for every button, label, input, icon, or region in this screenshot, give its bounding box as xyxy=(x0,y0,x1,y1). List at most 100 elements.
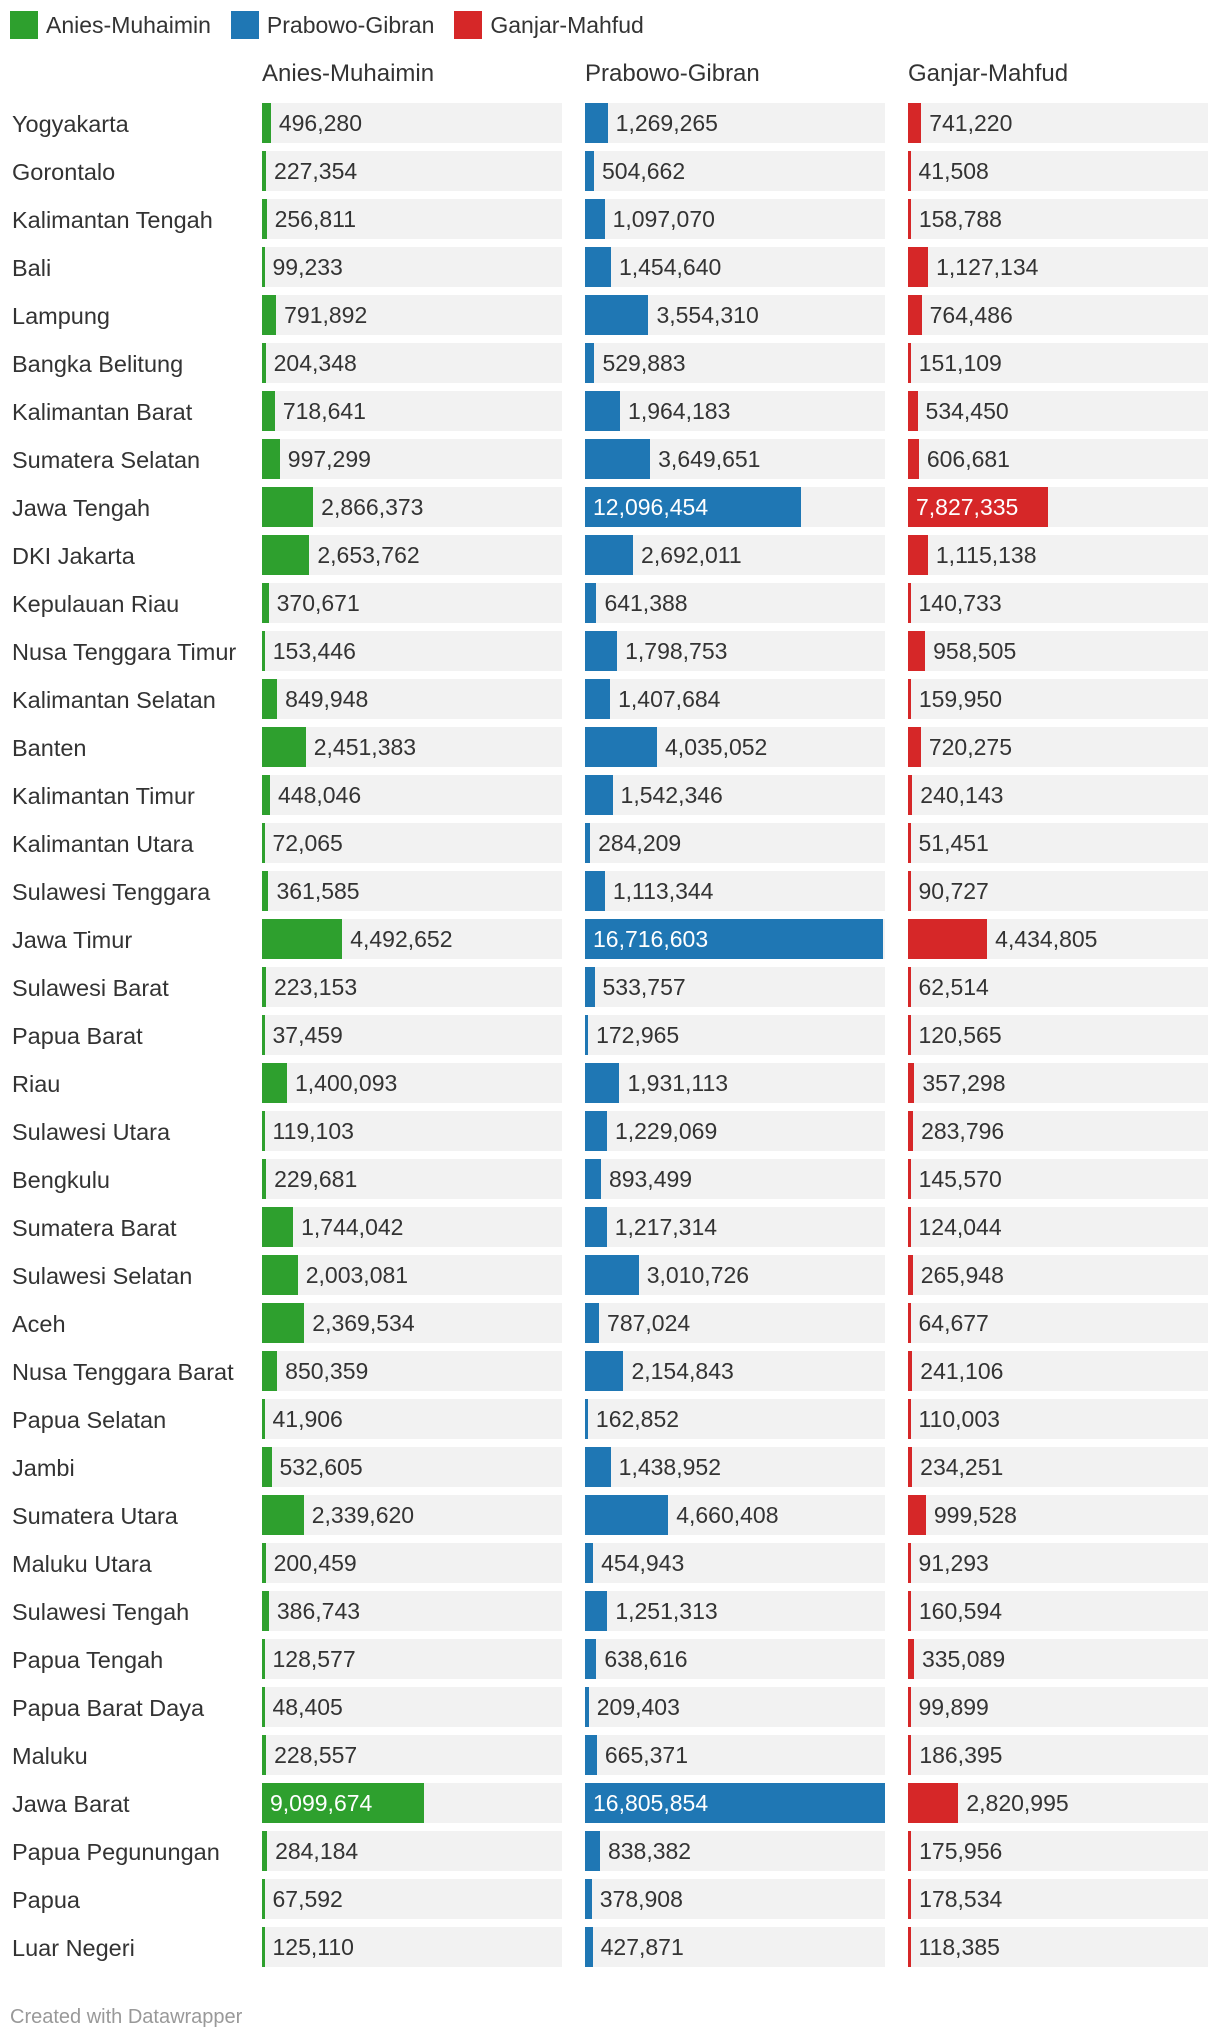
bar xyxy=(585,727,658,767)
region-label: Lampung xyxy=(12,303,110,329)
value-label: 850,359 xyxy=(285,1358,369,1384)
bar xyxy=(585,199,605,239)
bar-cell: 72,065 xyxy=(262,823,562,863)
bar-cell: 361,585 xyxy=(262,871,562,911)
region-label: Gorontalo xyxy=(12,159,116,185)
bar xyxy=(262,1783,425,1823)
bar-cell: 1,438,952 xyxy=(585,1447,885,1487)
bar xyxy=(262,1159,267,1199)
bar-cell: 1,407,684 xyxy=(585,679,885,719)
value-label: 1,229,069 xyxy=(614,1118,718,1144)
bar-cell: 787,024 xyxy=(585,1303,885,1343)
bar xyxy=(262,295,277,335)
bar-cell: 284,209 xyxy=(585,823,885,863)
bar-cell: 265,948 xyxy=(908,1255,1208,1295)
bar-cell: 958,505 xyxy=(908,631,1208,671)
bar-cell: 1,798,753 xyxy=(585,631,885,671)
bar-cell: 2,154,843 xyxy=(585,1351,885,1391)
bar xyxy=(585,151,594,191)
bar-cell: 1,115,138 xyxy=(908,535,1208,575)
bar xyxy=(908,1351,913,1391)
value-label: 606,681 xyxy=(926,446,1010,472)
region-label: Sulawesi Tengah xyxy=(12,1599,190,1625)
value-label: 1,113,344 xyxy=(612,878,714,904)
bar xyxy=(262,1831,268,1871)
bar-cell: 3,554,310 xyxy=(585,295,885,335)
bar-cell: 128,577 xyxy=(262,1639,562,1679)
bar xyxy=(585,1111,607,1151)
bar xyxy=(262,199,267,239)
bar xyxy=(585,631,618,671)
bar-cell: 893,499 xyxy=(585,1159,885,1199)
footer-credit: Created with Datawrapper xyxy=(10,2006,243,2028)
value-label: 791,892 xyxy=(284,302,368,328)
bar-cell: 175,956 xyxy=(908,1831,1208,1871)
bar-cell: 200,459 xyxy=(262,1543,562,1583)
bar xyxy=(262,343,266,383)
value-label: 4,660,408 xyxy=(676,1502,779,1528)
bar-cell: 256,811 xyxy=(262,199,562,239)
value-label: 140,733 xyxy=(918,590,1002,616)
column-header: Prabowo-Gibran xyxy=(585,60,760,87)
bar xyxy=(908,727,921,767)
table-row: Banten 2,451,383 4,035,052 720,275 xyxy=(0,724,1220,772)
value-label: 124,044 xyxy=(918,1214,1002,1240)
bar-cell: 2,866,373 xyxy=(262,487,562,527)
value-label: 1,798,753 xyxy=(625,638,728,664)
bar xyxy=(585,1015,589,1055)
table-row: Jawa Timur 4,492,652 16,716,603 4,434,805 xyxy=(0,916,1220,964)
value-label: 1,217,314 xyxy=(614,1214,718,1240)
bar-cell: 2,451,383 xyxy=(262,727,562,767)
value-label: 175,956 xyxy=(919,1838,1003,1864)
value-label: 110,003 xyxy=(918,1406,1000,1432)
bar xyxy=(262,583,269,623)
bar xyxy=(262,1015,265,1055)
value-label: 241,106 xyxy=(920,1358,1004,1384)
value-label: 91,293 xyxy=(918,1550,989,1576)
value-label: 228,557 xyxy=(274,1742,358,1768)
bar-cell: 1,400,093 xyxy=(262,1063,562,1103)
bar-cell: 234,251 xyxy=(908,1447,1208,1487)
bar xyxy=(262,151,267,191)
value-label: 496,280 xyxy=(278,110,362,136)
value-label: 16,805,854 xyxy=(593,1790,709,1816)
table-row: Nusa Tenggara Timur 153,446 1,798,753 958,5… xyxy=(0,628,1220,676)
bar xyxy=(908,103,922,143)
value-label: 4,035,052 xyxy=(665,734,768,760)
bar-cell: 1,542,346 xyxy=(585,775,885,815)
region-label: Jambi xyxy=(12,1455,75,1481)
value-label: 997,299 xyxy=(287,446,371,472)
bar xyxy=(908,1111,914,1151)
bar-cell: 124,044 xyxy=(908,1207,1208,1247)
bar-cell: 178,534 xyxy=(908,1879,1208,1919)
value-label: 128,577 xyxy=(272,1646,356,1672)
bar xyxy=(908,1879,912,1919)
value-label: 119,103 xyxy=(272,1118,354,1144)
bar-cell: 606,681 xyxy=(908,439,1208,479)
bar xyxy=(908,967,911,1007)
value-label: 378,908 xyxy=(599,1886,683,1912)
value-label: 162,852 xyxy=(595,1406,680,1432)
table-row: Sulawesi Barat 223,153 533,757 62,514 xyxy=(0,964,1220,1012)
region-label: Jawa Barat xyxy=(12,1791,130,1817)
table-row: Nusa Tenggara Barat 850,359 2,154,843 241,1… xyxy=(0,1348,1220,1396)
value-label: 448,046 xyxy=(277,782,362,808)
bar-cell: 4,035,052 xyxy=(585,727,885,767)
bar xyxy=(585,1399,588,1439)
bar xyxy=(908,1927,911,1967)
bar xyxy=(908,679,911,719)
region-label: Bali xyxy=(12,255,52,281)
value-label: 283,796 xyxy=(921,1118,1005,1144)
value-label: 1,744,042 xyxy=(301,1214,404,1240)
bar xyxy=(262,1447,272,1487)
value-label: 1,438,952 xyxy=(618,1454,721,1480)
value-label: 849,948 xyxy=(285,686,369,712)
bar-cell: 162,852 xyxy=(585,1399,885,1439)
chart-rows: Yogyakarta 496,280 1,269,265 741,220 Goronta… xyxy=(0,100,1220,1972)
table-row: Sulawesi Utara 119,103 1,229,069 283,796 xyxy=(0,1108,1220,1156)
bar xyxy=(908,1831,912,1871)
region-label: Nusa Tenggara Barat xyxy=(12,1359,234,1385)
bar-cell: 1,097,070 xyxy=(585,199,885,239)
bar xyxy=(262,823,265,863)
region-label: Maluku xyxy=(12,1743,88,1769)
